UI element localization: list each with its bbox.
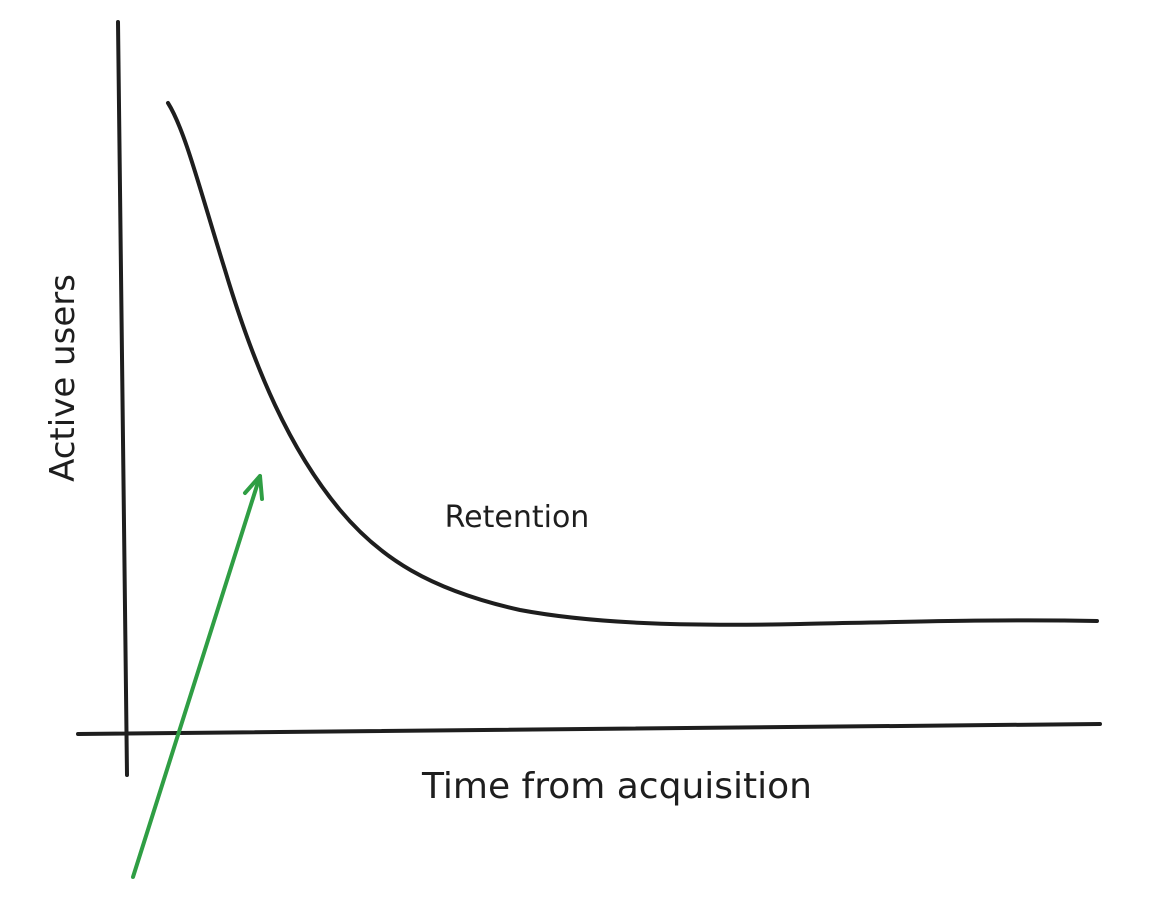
retention-curve	[166, 101, 1099, 627]
y-axis	[116, 20, 129, 777]
y-axis-label: Active users	[43, 274, 83, 482]
arrow-shaft	[131, 474, 262, 879]
x-axis-label: Time from acquisition	[421, 766, 812, 807]
curve-label: Retention	[445, 500, 590, 535]
arrow-head	[243, 474, 264, 501]
x-axis	[76, 722, 1102, 736]
